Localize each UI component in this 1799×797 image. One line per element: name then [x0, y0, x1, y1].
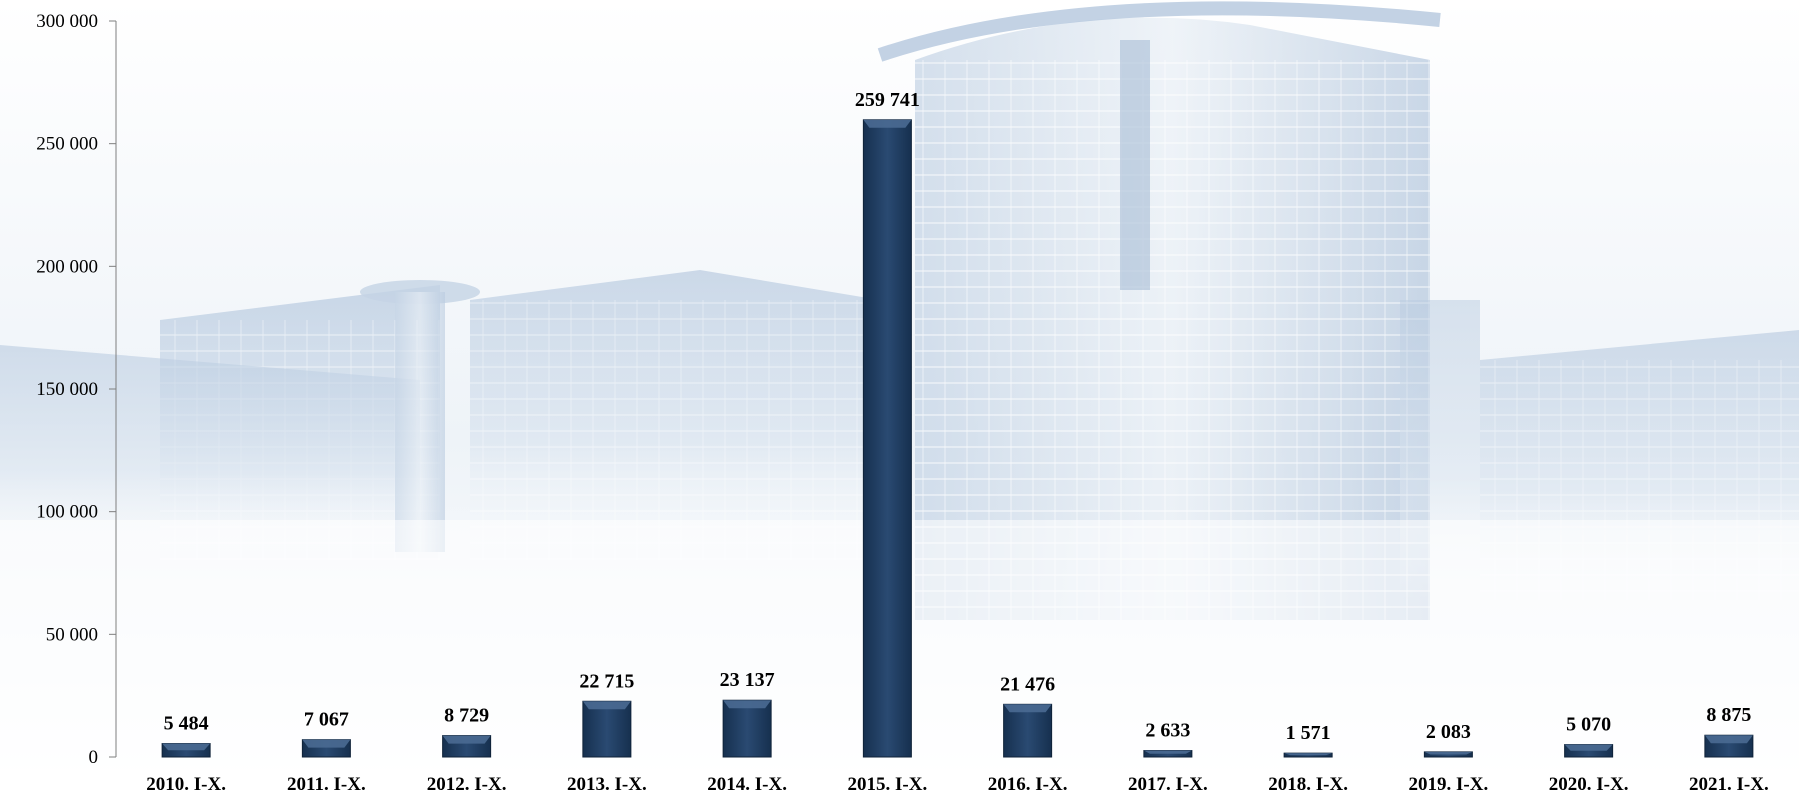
data-label: 1 571 [1286, 722, 1331, 744]
data-label: 259 741 [855, 89, 920, 111]
x-tick-label: 2019. I-X. [1409, 774, 1489, 795]
data-label: 5 070 [1566, 714, 1611, 736]
data-label: 21 476 [1000, 673, 1055, 695]
x-tick-label: 2017. I-X. [1128, 774, 1208, 795]
y-tick-label: 50 000 [46, 624, 98, 645]
x-tick-label: 2015. I-X. [848, 774, 928, 795]
bar-bevel [1704, 735, 1753, 744]
bar-bevel [302, 739, 351, 748]
bar-2014 [722, 699, 772, 758]
bar-2015 [862, 119, 912, 758]
bar-bevel [1143, 750, 1192, 754]
data-label: 8 875 [1706, 704, 1751, 726]
bar-2017 [1143, 750, 1193, 758]
data-label: 2 633 [1145, 720, 1190, 742]
bar-bevel [1564, 744, 1613, 751]
bar-2011 [301, 739, 351, 758]
x-tick-label: 2014. I-X. [707, 774, 787, 795]
x-tick-label: 2016. I-X. [988, 774, 1068, 795]
bar-bevel [1284, 753, 1333, 756]
y-tick-label: 200 000 [36, 256, 98, 277]
bar-2020 [1564, 744, 1614, 758]
data-label: 8 729 [444, 705, 489, 727]
y-axis: 0 50 000 100 000 150 000 200 000 250 000 300 0… [36, 11, 116, 768]
data-label: 23 137 [720, 669, 775, 691]
bar [722, 699, 772, 758]
bar-2019 [1423, 751, 1473, 758]
bar-2016 [1003, 703, 1053, 758]
bar-2018 [1283, 752, 1333, 758]
bar [582, 700, 632, 758]
x-tick-label: 2012. I-X. [427, 774, 507, 795]
bar [1003, 703, 1053, 758]
x-axis-labels: 2010. I-X. 2011. I-X. 2012. I-X. 2013. I-X.… [146, 774, 1768, 795]
bar-bevel [723, 700, 772, 709]
bars [161, 119, 1754, 758]
bar-bevel [1424, 751, 1473, 755]
bar [862, 119, 912, 758]
bar-2013 [582, 700, 632, 758]
bar-bevel [162, 743, 211, 751]
bar-bevel [582, 701, 631, 710]
data-label: 5 484 [164, 713, 209, 735]
bar-bevel [442, 735, 491, 744]
y-tick-label: 100 000 [36, 502, 98, 523]
y-tick-label: 250 000 [36, 134, 98, 155]
x-tick-label: 2018. I-X. [1268, 774, 1348, 795]
x-tick-label: 2011. I-X. [287, 774, 366, 795]
bar-bevel [1003, 704, 1052, 713]
data-label: 7 067 [304, 709, 349, 731]
data-label: 2 083 [1426, 721, 1471, 743]
bar-bevel [863, 119, 912, 128]
bar-2012 [442, 735, 492, 758]
x-tick-label: 2010. I-X. [146, 774, 226, 795]
x-tick-label: 2013. I-X. [567, 774, 647, 795]
bar-2010 [161, 743, 211, 758]
x-tick-label: 2021. I-X. [1689, 774, 1769, 795]
x-tick-label: 2020. I-X. [1549, 774, 1629, 795]
data-label: 22 715 [579, 670, 634, 692]
data-labels: 5 484 7 067 8 729 22 715 23 137 259 741 21 476… [164, 89, 1752, 744]
y-tick-label: 0 [89, 747, 99, 768]
bar-2021 [1704, 734, 1754, 758]
y-tick-label: 300 000 [36, 11, 98, 32]
y-tick-label: 150 000 [36, 379, 98, 400]
